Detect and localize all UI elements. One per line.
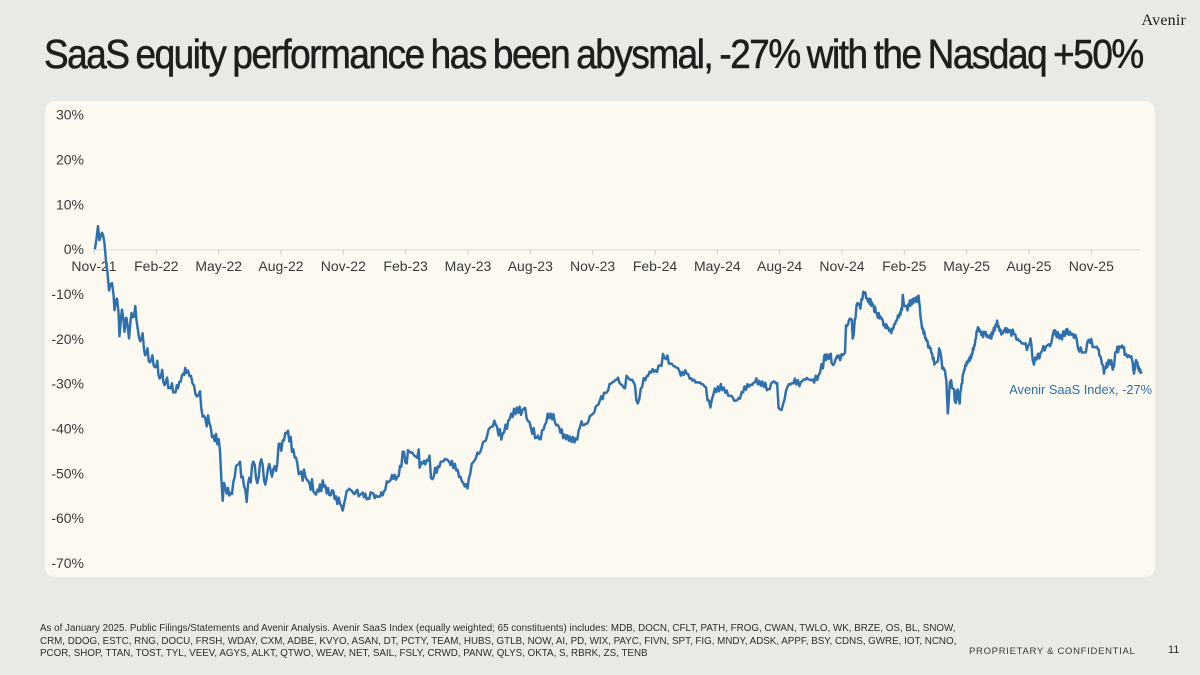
- svg-text:-40%: -40%: [51, 421, 84, 437]
- svg-text:0%: 0%: [64, 241, 84, 257]
- svg-text:30%: 30%: [56, 107, 84, 123]
- svg-text:Nov-25: Nov-25: [1069, 258, 1114, 274]
- svg-text:20%: 20%: [56, 152, 84, 168]
- svg-text:May-23: May-23: [445, 258, 492, 274]
- svg-text:Nov-21: Nov-21: [71, 258, 116, 274]
- svg-text:May-24: May-24: [694, 258, 741, 274]
- svg-text:Aug-23: Aug-23: [508, 258, 553, 274]
- svg-text:Aug-25: Aug-25: [1006, 258, 1051, 274]
- svg-text:Aug-22: Aug-22: [258, 258, 303, 274]
- svg-text:Avenir SaaS Index, -27%: Avenir SaaS Index, -27%: [1009, 382, 1152, 397]
- svg-text:Nov-22: Nov-22: [321, 258, 366, 274]
- svg-text:-30%: -30%: [51, 376, 84, 392]
- svg-text:-20%: -20%: [51, 331, 84, 347]
- svg-text:-60%: -60%: [51, 510, 84, 526]
- svg-text:-50%: -50%: [51, 465, 84, 481]
- svg-text:Feb-23: Feb-23: [383, 258, 428, 274]
- svg-text:May-25: May-25: [943, 258, 990, 274]
- svg-text:10%: 10%: [56, 196, 84, 212]
- svg-text:-10%: -10%: [51, 286, 84, 302]
- svg-text:Nov-24: Nov-24: [819, 258, 864, 274]
- svg-text:Feb-24: Feb-24: [633, 258, 678, 274]
- svg-text:Feb-22: Feb-22: [134, 258, 179, 274]
- svg-text:-70%: -70%: [51, 555, 84, 571]
- svg-text:Aug-24: Aug-24: [757, 258, 802, 274]
- svg-text:May-22: May-22: [195, 258, 242, 274]
- svg-text:Feb-25: Feb-25: [882, 258, 927, 274]
- svg-text:Nov-23: Nov-23: [570, 258, 615, 274]
